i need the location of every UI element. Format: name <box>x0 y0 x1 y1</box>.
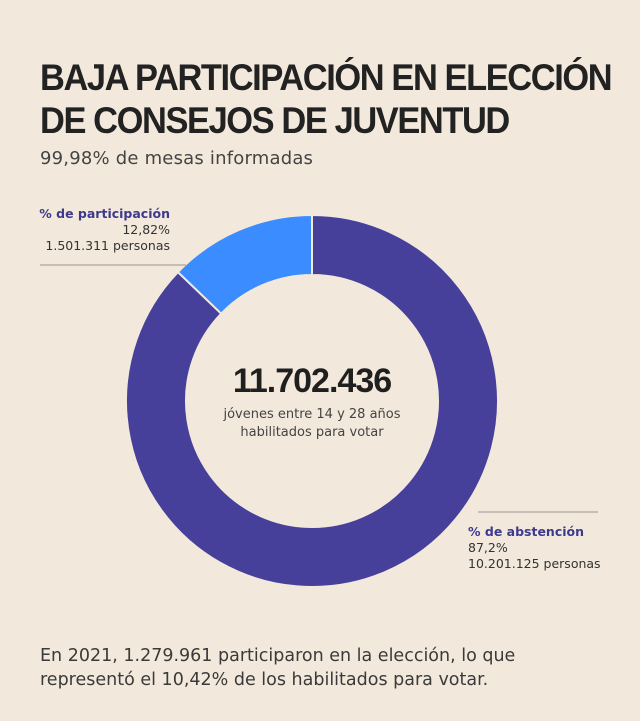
chart-subtitle: 99,98% de mesas informadas <box>40 148 314 169</box>
donut-slices <box>125 213 499 588</box>
footnote-line-1: En 2021, 1.279.961 participaron en la el… <box>40 646 516 666</box>
participation-label: % de participación <box>39 206 170 221</box>
abstention-people: 10.201.125 personas <box>468 556 601 571</box>
chart-title: BAJA PARTICIPACIÓN EN ELECCIÓN DE CONSEJ… <box>40 56 613 142</box>
eligible-description-line-1: jóvenes entre 14 y 28 años <box>223 407 401 422</box>
abstention-callout: % de abstención 87,2% 10.201.125 persona… <box>468 524 601 572</box>
chart-title-line-1: BAJA PARTICIPACIÓN EN ELECCIÓN <box>40 57 613 98</box>
slice-abstention <box>125 213 499 588</box>
eligible-description: jóvenes entre 14 y 28 años habilitados p… <box>212 406 412 442</box>
eligible-total: 11.702.436 <box>232 362 392 400</box>
footnote: En 2021, 1.279.961 participaron en la el… <box>40 644 620 692</box>
footnote-line-2: representó el 10,42% de los habilitados … <box>40 670 489 690</box>
participation-callout: % de participación 12,82% 1.501.311 pers… <box>39 206 170 254</box>
donut-center-label: 11.702.436 jóvenes entre 14 y 28 años ha… <box>212 362 412 442</box>
participation-people: 1.501.311 personas <box>45 238 170 253</box>
chart-title-line-2: DE CONSEJOS DE JUVENTUD <box>40 100 510 141</box>
abstention-percent: 87,2% <box>468 540 508 555</box>
abstention-label: % de abstención <box>468 524 585 539</box>
participation-percent: 12,82% <box>122 222 170 237</box>
eligible-description-line-2: habilitados para votar <box>240 425 384 440</box>
